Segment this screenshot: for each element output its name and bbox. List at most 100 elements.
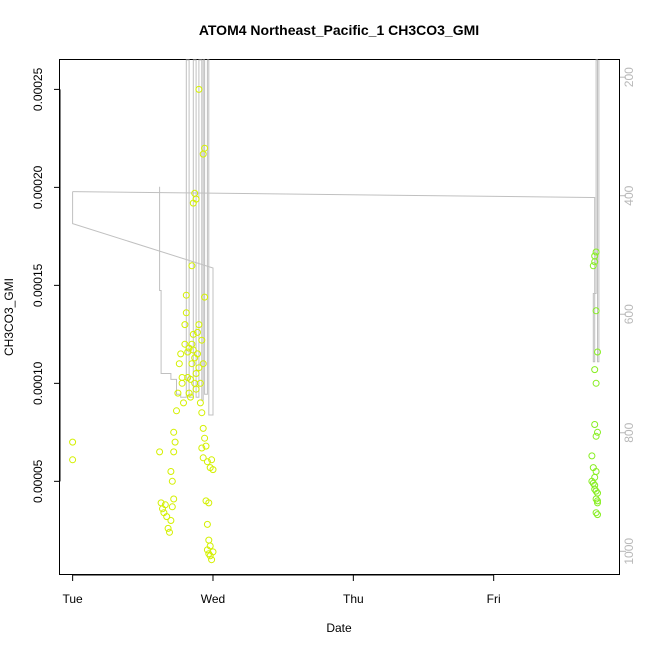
y2-tick-label: 600 bbox=[622, 304, 636, 324]
data-point bbox=[589, 262, 597, 270]
data-point bbox=[588, 452, 596, 460]
data-point bbox=[198, 409, 206, 417]
data-point bbox=[592, 432, 600, 440]
y-axis-label: CH3CO3_GMI bbox=[2, 278, 16, 356]
data-point bbox=[181, 321, 189, 329]
data-point bbox=[591, 252, 599, 260]
data-point bbox=[594, 499, 601, 507]
data-point bbox=[187, 375, 194, 383]
points-group bbox=[69, 85, 601, 564]
data-point bbox=[182, 309, 190, 317]
data-point bbox=[168, 503, 176, 511]
x-tick-label: Fri bbox=[487, 592, 501, 606]
y-tick-label: 0.00010 bbox=[31, 361, 45, 405]
data-point bbox=[189, 346, 197, 354]
data-point bbox=[208, 456, 216, 464]
x-axis: Tue Wed Thu Fri bbox=[63, 574, 501, 606]
data-point bbox=[195, 321, 203, 329]
data-point bbox=[166, 528, 173, 536]
y-tick-label: 0.00005 bbox=[31, 459, 45, 503]
data-point bbox=[189, 330, 197, 338]
data-point bbox=[192, 195, 200, 203]
data-point bbox=[592, 468, 600, 475]
data-point bbox=[196, 379, 204, 387]
data-point bbox=[192, 370, 200, 377]
data-point bbox=[591, 366, 599, 374]
y2-tick-label: 200 bbox=[622, 67, 636, 87]
y2-tick-label: 400 bbox=[622, 185, 636, 205]
y2-tick-label: 800 bbox=[622, 422, 636, 442]
y-tick-label: 0.00025 bbox=[31, 67, 45, 111]
data-point bbox=[199, 424, 207, 432]
data-point bbox=[164, 524, 172, 532]
data-point bbox=[594, 497, 601, 505]
data-point bbox=[170, 495, 178, 503]
data-point bbox=[173, 407, 180, 415]
data-point bbox=[167, 468, 175, 475]
pressure-line-1 bbox=[72, 59, 214, 416]
y-tick-label: 0.00020 bbox=[31, 165, 45, 209]
y-tick-label: 0.00015 bbox=[31, 263, 45, 307]
data-point bbox=[191, 379, 199, 387]
data-point bbox=[167, 517, 175, 524]
data-point bbox=[592, 495, 600, 503]
data-point bbox=[205, 550, 213, 558]
data-point bbox=[170, 428, 178, 436]
data-point bbox=[592, 509, 600, 517]
data-point bbox=[201, 434, 209, 442]
data-point bbox=[594, 511, 601, 519]
data-point bbox=[208, 556, 216, 564]
data-point bbox=[192, 385, 200, 393]
data-point bbox=[187, 393, 194, 401]
data-point bbox=[594, 428, 601, 436]
data-point bbox=[199, 454, 207, 462]
data-point bbox=[170, 448, 178, 456]
data-point bbox=[156, 448, 164, 456]
data-point bbox=[202, 442, 210, 450]
data-point bbox=[177, 350, 185, 358]
pressure-line-2 bbox=[72, 59, 600, 363]
data-point bbox=[203, 520, 211, 528]
data-point bbox=[171, 438, 179, 446]
data-point bbox=[592, 307, 600, 315]
data-point bbox=[201, 144, 209, 152]
data-point bbox=[163, 513, 171, 521]
y-axis: 0.00005 0.00010 0.00015 0.00020 0.00025 bbox=[31, 67, 61, 503]
data-point bbox=[209, 466, 217, 474]
data-point bbox=[185, 389, 193, 397]
data-point bbox=[175, 360, 183, 368]
data-point bbox=[199, 360, 207, 368]
data-point bbox=[182, 291, 190, 299]
y2-axis: 200 400 600 800 1000 bbox=[620, 67, 636, 565]
data-point bbox=[201, 293, 209, 301]
data-point bbox=[205, 499, 213, 507]
data-point bbox=[69, 456, 77, 464]
data-point bbox=[194, 350, 201, 358]
data-point bbox=[188, 360, 196, 368]
x-tick-label: Tue bbox=[63, 592, 84, 606]
data-point bbox=[209, 548, 217, 556]
data-point bbox=[161, 501, 169, 509]
x-tick-label: Wed bbox=[201, 592, 225, 606]
data-point bbox=[195, 85, 203, 93]
data-point bbox=[592, 248, 600, 256]
data-point bbox=[181, 340, 189, 348]
data-point bbox=[196, 399, 204, 407]
data-point bbox=[69, 438, 77, 446]
x-tick-label: Thu bbox=[343, 592, 364, 606]
data-point bbox=[198, 444, 206, 452]
data-point bbox=[205, 536, 213, 544]
data-point bbox=[184, 348, 192, 356]
pressure-lines bbox=[72, 59, 600, 416]
data-point bbox=[180, 399, 187, 407]
data-point bbox=[594, 348, 601, 356]
data-point bbox=[591, 421, 599, 428]
data-point bbox=[589, 479, 597, 487]
plot-frame bbox=[59, 59, 620, 575]
data-point bbox=[198, 336, 206, 344]
data-point bbox=[203, 458, 211, 466]
data-point bbox=[592, 379, 600, 387]
data-point bbox=[168, 477, 176, 485]
data-point bbox=[592, 487, 600, 495]
